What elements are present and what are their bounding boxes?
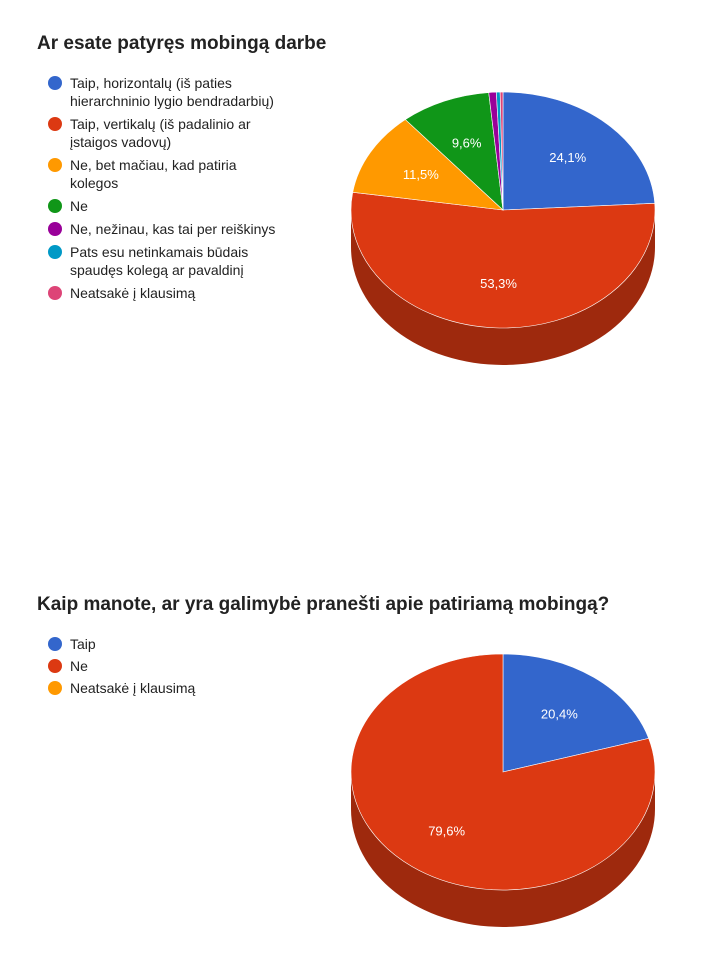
pie-chart-mobbing-experience: Ar esate patyręs mobingą darbe Taip, hor… xyxy=(0,0,720,420)
legend-label: Ne, nežinau, kas tai per reiškinys xyxy=(70,221,276,237)
pie-value-label: 24,1% xyxy=(549,150,586,165)
legend-item: Taip, vertikalų (iš padalinio ar įstaigo… xyxy=(48,115,288,151)
legend-swatch xyxy=(48,199,62,213)
legend-item: Taip, horizontalų (iš paties hierarchnin… xyxy=(48,74,288,110)
pie-value-label: 11,5% xyxy=(403,167,439,182)
legend-label: Taip xyxy=(70,636,96,652)
legend-label: Neatsakė į klausimą xyxy=(70,680,196,696)
pie-plot: 24,1% 53,3% 11,5% 9,6% xyxy=(350,91,656,365)
legend-item: Ne, nežinau, kas tai per reiškinys xyxy=(48,220,288,238)
pie-slice xyxy=(502,91,656,211)
pie-value-label: 53,3% xyxy=(480,276,517,291)
pie-slice xyxy=(350,191,656,329)
legend-swatch xyxy=(48,222,62,236)
legend-label: Neatsakė į klausimą xyxy=(70,285,196,301)
legend-label: Taip, vertikalų (iš padalinio ar įstaigo… xyxy=(70,116,251,150)
legend-item: Taip xyxy=(48,635,288,653)
legend-swatch xyxy=(48,637,62,651)
legend-item: Neatsakė į klausimą xyxy=(48,284,288,302)
legend-swatch xyxy=(48,286,62,300)
pie-slice xyxy=(350,653,656,891)
pie-slice-side xyxy=(351,772,655,927)
pie-value-label: 20,4% xyxy=(541,706,578,721)
legend-item: Ne xyxy=(48,657,288,675)
legend-swatch xyxy=(48,245,62,259)
legend-label: Ne xyxy=(70,198,88,214)
pie-slice xyxy=(352,119,504,211)
legend-swatch xyxy=(48,117,62,131)
legend-swatch xyxy=(48,158,62,172)
chart-title: Ar esate patyręs mobingą darbe xyxy=(37,33,327,54)
legend-label: Pats esu netinkamais būdais spaudęs kole… xyxy=(70,244,249,278)
legend-item: Pats esu netinkamais būdais spaudęs kole… xyxy=(48,243,288,279)
legend-swatch xyxy=(48,681,62,695)
pie-slice xyxy=(502,653,650,773)
legend-label: Ne, bet mačiau, kad patiria kolegos xyxy=(70,157,237,191)
pie-chart-reporting-possibility: Kaip manote, ar yra galimybė pranešti ap… xyxy=(0,580,720,960)
legend-swatch xyxy=(48,76,62,90)
legend-item: Ne xyxy=(48,197,288,215)
pie-value-label: 9,6% xyxy=(452,135,482,150)
legend-item: Neatsakė į klausimą xyxy=(48,679,288,697)
pie-slice xyxy=(499,91,504,211)
legend-swatch xyxy=(48,659,62,673)
chart-legend: Taip Ne Neatsakė į klausimą xyxy=(48,635,288,701)
chart-title: Kaip manote, ar yra galimybė pranešti ap… xyxy=(37,594,610,615)
legend-item: Ne, bet mačiau, kad patiria kolegos xyxy=(48,156,288,192)
chart-legend: Taip, horizontalų (iš paties hierarchnin… xyxy=(48,74,288,307)
pie-slice xyxy=(404,92,504,211)
legend-label: Taip, horizontalų (iš paties hierarchnin… xyxy=(70,75,274,109)
pie-slice-side xyxy=(351,210,655,365)
pie-plot: 20,4% 79,6% xyxy=(350,653,656,927)
legend-label: Ne xyxy=(70,658,88,674)
pie-value-label: 79,6% xyxy=(428,824,465,839)
